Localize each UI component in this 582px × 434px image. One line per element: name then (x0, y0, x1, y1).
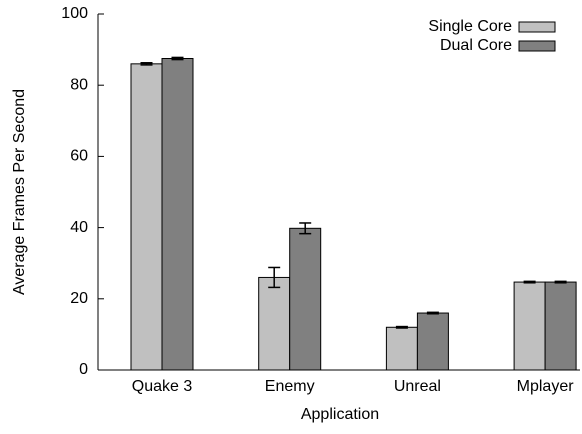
error-bar (554, 280, 567, 284)
legend-label: Dual Core (440, 37, 512, 54)
legend-label: Single Core (428, 18, 512, 35)
error-bar (268, 266, 281, 289)
x-tick-label: Quake 3 (132, 378, 193, 395)
y-tick-label: 60 (70, 148, 88, 165)
bar (258, 276, 291, 371)
bar (289, 227, 322, 371)
y-tick-label: 0 (79, 361, 88, 378)
bar (513, 281, 546, 371)
bar (161, 58, 194, 371)
error-bar (426, 311, 439, 315)
error-bar (140, 62, 153, 66)
error-bar (523, 280, 536, 284)
y-axis-label: Average Frames Per Second (11, 89, 28, 295)
x-axis-label: Application (301, 406, 379, 423)
x-tick-label: Enemy (265, 378, 315, 395)
y-tick-label: 20 (70, 290, 88, 307)
x-tick-label: Unreal (394, 378, 441, 395)
bar (130, 63, 163, 371)
bar (385, 326, 418, 371)
legend-swatch (518, 40, 556, 52)
bar (544, 281, 577, 371)
error-bar (299, 222, 312, 235)
error-bar (395, 325, 408, 329)
x-tick-label: Mplayer (517, 378, 575, 395)
bar (416, 312, 449, 371)
y-tick-label: 80 (70, 76, 88, 93)
y-tick-label: 100 (61, 5, 88, 22)
legend-swatch (518, 21, 556, 33)
y-tick-label: 40 (70, 219, 88, 236)
error-bar (171, 56, 184, 61)
